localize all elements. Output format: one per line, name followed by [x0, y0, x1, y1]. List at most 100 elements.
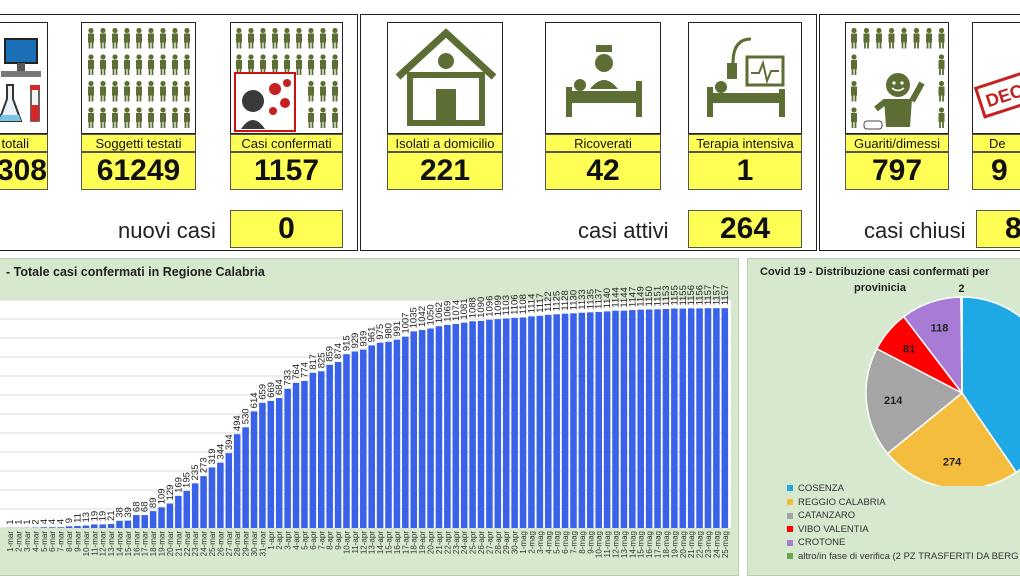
home-icon [387, 22, 503, 134]
person-icon [939, 54, 945, 75]
tamponi-label: i totali [0, 134, 48, 152]
deceduti-value: 9 [972, 152, 1020, 190]
data-label: 1157 [720, 285, 731, 305]
pie-slice-label: 214 [884, 395, 903, 407]
bar [595, 312, 602, 528]
bar [478, 321, 485, 528]
casi-confermati-icon [230, 22, 343, 134]
person-icon [926, 28, 932, 49]
bar [427, 329, 434, 529]
person-icon [172, 81, 178, 102]
person-icon [160, 107, 166, 128]
person-icon [272, 28, 278, 49]
legend-swatch [787, 553, 793, 559]
bar [66, 526, 73, 528]
bar [528, 316, 535, 528]
bar [410, 331, 417, 528]
tick-label: 25-mag [721, 531, 730, 558]
deceased-stamp-icon: DEC [972, 22, 1020, 134]
person-icon [851, 81, 857, 102]
legend-item: COSENZA [787, 483, 1020, 495]
isolati-value: 221 [387, 152, 503, 190]
person-icon [939, 107, 945, 128]
person-icon [184, 28, 190, 49]
bar [360, 350, 367, 528]
pie-slice-label: 274 [943, 456, 962, 468]
isolati-label: Isolati a domicilio [387, 134, 503, 152]
person-icon [100, 107, 106, 128]
person-icon [100, 81, 106, 102]
person-icon [124, 107, 130, 128]
bar [368, 345, 375, 528]
bar [570, 313, 577, 528]
legend-item: CATANZARO [787, 510, 1020, 522]
person-icon [124, 81, 130, 102]
bar [545, 315, 552, 528]
legend-swatch [787, 540, 793, 546]
person-icon [248, 28, 254, 49]
legend-swatch [787, 499, 793, 505]
casi-chiusi-value: 8 [976, 210, 1020, 248]
bar [251, 411, 258, 528]
person-icon [136, 107, 142, 128]
bar [553, 314, 560, 528]
bar [654, 309, 661, 528]
person-icon [236, 28, 242, 49]
terapia-label: Terapia intensiva [688, 134, 802, 152]
person-icon [320, 107, 326, 128]
person-icon [332, 54, 338, 75]
soggetti-testati-icon [81, 22, 196, 134]
bar [108, 524, 115, 528]
legend-label: VIBO VALENTIA [798, 524, 869, 535]
bar [183, 491, 190, 528]
person-icon [260, 54, 266, 75]
person-icon [308, 28, 314, 49]
bar [268, 401, 275, 528]
deceduti-label: De [972, 134, 1020, 152]
person-icon [851, 54, 857, 75]
bar [579, 313, 586, 528]
person-icon [284, 28, 290, 49]
person-icon [864, 28, 870, 49]
bar [301, 381, 308, 528]
nuovi-casi-label: nuovi casi [118, 218, 216, 244]
person-icon [88, 107, 94, 128]
bar [234, 434, 241, 528]
bar [520, 317, 527, 528]
bar [310, 373, 317, 528]
tamponi-icon [0, 22, 48, 134]
legend-item: CROTONE [787, 537, 1020, 549]
person-icon [248, 54, 254, 75]
person-icon [88, 54, 94, 75]
pie-chart-title: Covid 19 - Distribuzione casi confermati… [760, 266, 989, 278]
pie-slice [961, 297, 962, 393]
bar [402, 337, 409, 528]
person-icon [901, 28, 907, 49]
bar [679, 309, 686, 528]
ricoverati-label: Ricoverati [545, 134, 661, 152]
bar [158, 507, 165, 528]
legend-swatch [787, 513, 793, 519]
person-icon [851, 28, 857, 49]
bar [495, 319, 502, 528]
legend-item: REGGIO CALABRIA [787, 497, 1020, 509]
person-icon [939, 28, 945, 49]
bar [637, 310, 644, 528]
person-icon [148, 28, 154, 49]
person-icon [889, 28, 895, 49]
casi-chiusi-label: casi chiusi [864, 218, 965, 244]
nuovi-casi-value: 0 [230, 210, 343, 248]
bar [335, 362, 342, 528]
bar [83, 526, 90, 528]
bar [116, 521, 123, 528]
soggetti-testati-value: 61249 [81, 152, 196, 190]
pie-slice-label: 118 [931, 323, 949, 335]
person-icon [851, 107, 857, 128]
bar [192, 483, 199, 528]
bar [587, 312, 594, 528]
bar [141, 515, 148, 528]
person-icon [332, 107, 338, 128]
person-icon [260, 28, 266, 49]
legend-label: altro/in fase di verifica (2 PZ TRASFERI… [798, 551, 1019, 562]
